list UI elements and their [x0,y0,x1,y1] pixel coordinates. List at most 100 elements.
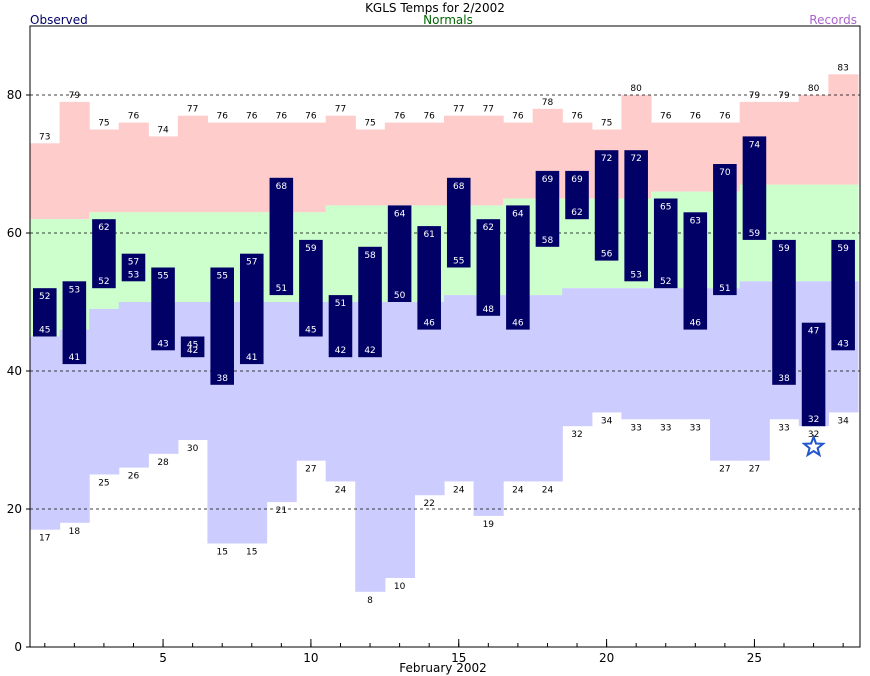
record-low-band-day-15 [443,295,475,482]
record-high-band-day-26 [769,101,800,185]
record-high-label-day-28: 83 [837,63,848,73]
axes-layer: 0 20 40 60 80 5 10 15 20 25 [7,25,861,665]
observed-low-label-day-5: 43 [157,339,168,349]
observed-high-label-day-1: 52 [39,292,50,302]
observed-high-label-day-27: 47 [808,327,819,337]
record-low-band-day-20 [591,288,622,413]
record-high-label-day-16: 77 [483,105,494,115]
observed-high-label-day-15: 68 [453,182,465,192]
normal-band-day-11 [325,205,356,302]
y-tick-label-40: 40 [7,364,22,378]
record-low-label-day-26: 33 [778,423,789,433]
observed-low-label-day-6: 42 [187,346,198,356]
record-high-label-day-21: 80 [630,84,642,94]
record-high-label-day-13: 76 [394,112,406,122]
y-tick-label-20: 20 [7,502,22,516]
record-high-band-day-7 [207,122,238,213]
record-high-band-day-11 [325,115,356,206]
record-high-band-day-3 [89,129,120,213]
record-high-band-day-1 [30,143,61,220]
observed-high-label-day-12: 58 [364,251,376,261]
record-high-label-day-14: 76 [423,112,435,122]
record-low-label-day-24: 27 [719,465,730,475]
legend-records: Records [809,13,857,27]
observed-low-label-day-24: 51 [719,284,730,294]
record-low-label-day-28: 34 [837,416,849,426]
observed-bar-day-18 [535,170,560,247]
observed-bar-day-1 [33,288,57,337]
record-high-band-day-10 [296,122,327,213]
observed-bars-layer [33,136,855,427]
record-high-label-day-3: 75 [98,119,109,129]
observed-bar-day-2 [62,281,87,365]
observed-low-label-day-20: 56 [601,250,613,260]
y-tick-label-60: 60 [7,226,22,240]
record-low-label-day-5: 28 [157,458,169,468]
observed-bar-day-10 [299,239,323,337]
record-low-band-day-1 [30,336,61,530]
record-high-label-day-12: 75 [364,119,375,129]
plot-frame [29,25,861,648]
record-high-label-day-26: 79 [778,91,790,101]
observed-bar-day-7 [210,267,234,385]
normal-band-day-6 [177,212,209,302]
observed-high-label-day-19: 69 [571,175,583,185]
record-low-label-day-7: 15 [216,548,227,558]
record-low-label-day-8: 15 [246,548,257,558]
record-high-label-day-11: 77 [335,105,346,115]
record-low-label-day-3: 25 [98,479,109,489]
legend-normals: Normals [423,13,473,27]
record-low-band-day-4 [118,302,149,468]
observed-bar-day-5 [151,267,175,351]
observed-high-label-day-10: 59 [305,244,317,254]
record-low-band-day-14 [414,302,445,496]
observed-high-label-day-14: 61 [423,230,434,240]
observed-bar-day-4 [121,253,146,282]
observed-high-label-day-21: 72 [630,154,641,164]
record-low-band-day-16 [473,295,504,516]
record-high-band-day-12 [355,129,386,206]
record-high-band-day-2 [59,101,90,220]
record-low-label-day-19: 32 [571,430,582,440]
observed-high-label-day-5: 55 [157,272,168,282]
observed-low-label-day-9: 51 [276,284,287,294]
record-high-label-day-24: 76 [719,112,731,122]
record-high-band-day-14 [414,122,445,206]
record-high-label-day-4: 76 [128,112,140,122]
record-low-label-day-1: 17 [39,534,50,544]
x-tick-label-5: 5 [159,651,167,665]
chart-title: KGLS Temps for 2/2002 [365,1,505,15]
record-high-band-day-16 [473,115,504,206]
record-high-band-day-5 [148,136,179,213]
record-low-label-day-16: 19 [483,520,495,530]
observed-high-label-day-3: 62 [98,223,109,233]
observed-bar-day-6 [180,336,205,358]
observed-low-label-day-23: 46 [690,319,702,329]
record-low-label-day-21: 33 [630,423,641,433]
star-marker-day-27 [801,434,826,458]
record-low-band-day-18 [532,295,563,482]
observed-bar-day-3 [92,219,116,289]
record-low-label-day-4: 26 [128,472,140,482]
x-axis-label: February 2002 [399,661,487,675]
observed-low-label-day-26: 38 [778,374,790,384]
x-tick-label-20: 20 [599,651,614,665]
record-high-label-day-25: 79 [749,91,761,101]
record-low-band-day-21 [621,288,652,420]
observed-low-label-day-8: 41 [246,353,257,363]
record-low-label-day-13: 10 [394,582,406,592]
observed-high-label-day-8: 57 [246,258,257,268]
observed-bar-day-21 [624,150,648,282]
observed-low-label-day-13: 50 [394,291,406,301]
record-low-band-day-19 [562,288,593,427]
observed-bar-day-23 [683,212,708,330]
observed-high-label-day-17: 64 [512,209,524,219]
observed-bar-day-28 [831,239,855,351]
observed-low-label-day-11: 42 [335,346,346,356]
observed-low-label-day-10: 45 [305,326,316,336]
record-low-label-day-15: 24 [453,485,465,495]
observed-bar-day-25 [742,136,767,240]
observed-low-label-day-3: 52 [98,277,109,287]
record-high-band-day-13 [384,122,415,206]
